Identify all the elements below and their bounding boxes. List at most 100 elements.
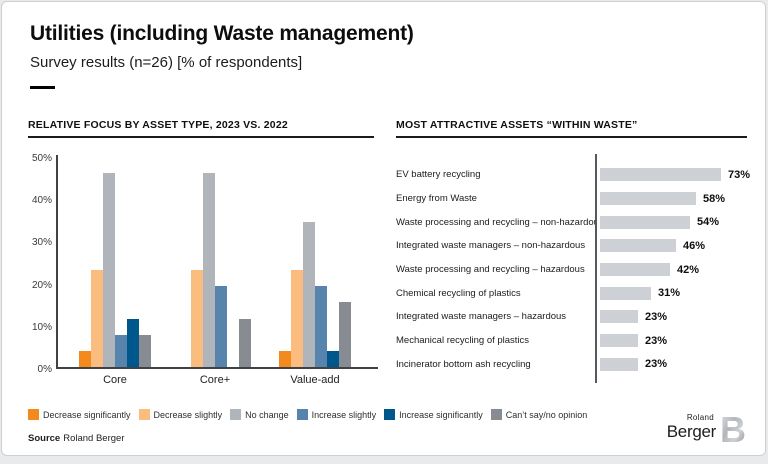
- bar-group-core: [79, 173, 151, 367]
- bar-increase-slightly-value-add: [315, 286, 327, 367]
- y-tick-20pct: 20%: [31, 279, 52, 291]
- legend-label-no-change: No change: [245, 409, 289, 420]
- left-chart-x-axis-line: [56, 367, 378, 369]
- left-chart-y-axis: 50% 40% 30% 20% 10% 0%: [14, 153, 52, 375]
- hbar-value-integrated-waste-managers-hazardous: 23%: [645, 310, 668, 323]
- legend-swatch-no-change: [230, 409, 242, 420]
- hbar-value-incinerator-bottom-ash-recycling: 23%: [645, 358, 668, 371]
- x-label-core: Core: [103, 374, 127, 386]
- hbar-area-mechanical-recycling-of-plastics: 23%: [596, 334, 668, 348]
- logo-berger-text: Berger: [666, 422, 717, 441]
- hbar-row-waste-processing-and-recycling-hazardous: Waste processing and recycling – hazardo…: [396, 258, 750, 282]
- svg-text:B: B: [721, 409, 745, 445]
- legend-label-decrease-slightly: Decrease slightly: [153, 409, 223, 420]
- hbar-area-integrated-waste-managers-hazardous: 23%: [596, 310, 668, 324]
- y-tick-0pct: 0%: [37, 363, 52, 375]
- bar-increase-slightly-core: [215, 286, 227, 367]
- hbar-label-chemical-recycling-of-plastics: Chemical recycling of plastics: [396, 287, 521, 299]
- bar-no-change-core: [103, 173, 115, 367]
- slide-card: Utilities (including Waste management) S…: [1, 1, 766, 456]
- hbar-value-mechanical-recycling-of-plastics: 23%: [645, 334, 668, 347]
- hbar-area-integrated-waste-managers-non-hazardous: 46%: [596, 239, 706, 253]
- legend-swatch-decrease-slightly: [138, 409, 150, 420]
- hbar-integrated-waste-managers-non-hazardous: [600, 239, 676, 253]
- hbar-integrated-waste-managers-hazardous: [600, 310, 638, 324]
- hbar-area-waste-processing-and-recycling-non-hazardous: 54%: [596, 215, 720, 229]
- hbar-ev-battery-recycling: [599, 168, 721, 182]
- hbar-value-energy-from-waste: 58%: [703, 192, 726, 205]
- y-tick-30pct: 30%: [31, 237, 52, 249]
- legend-swatch-increase-slightly: [296, 409, 308, 420]
- hbar-row-energy-from-waste: Energy from Waste 58%: [396, 187, 750, 211]
- hbar-row-chemical-recycling-of-plastics: Chemical recycling of plastics 31%: [396, 281, 750, 305]
- hbar-value-waste-processing-and-recycling-non-hazardous: 54%: [697, 216, 720, 229]
- hbar-area-waste-processing-and-recycling-hazardous: 42%: [596, 263, 700, 277]
- bar-group-core: [179, 173, 251, 367]
- legend-item-increase-significantly: Increase significantly: [384, 409, 483, 420]
- bar-decrease-slightly-core: [91, 270, 103, 367]
- hbar-value-integrated-waste-managers-non-hazardous: 46%: [683, 239, 706, 252]
- y-tick-50pct: 50%: [31, 153, 52, 164]
- legend-label-decrease-significantly: Decrease significantly: [43, 409, 131, 420]
- y-tick-40pct: 40%: [31, 195, 52, 207]
- legend-item-no-change: No change: [230, 409, 289, 420]
- left-chart-title-rule: [28, 136, 374, 138]
- hbar-value-waste-processing-and-recycling-hazardous: 42%: [677, 263, 700, 276]
- right-chart: EV battery recycling 73% Energy from Waste…: [396, 154, 750, 383]
- page-subtitle: Survey results (n=26) [% of respondents]: [30, 54, 303, 71]
- legend-item-decrease-slightly: Decrease slightly: [138, 409, 223, 420]
- bar-no-change-core: [203, 173, 215, 367]
- right-chart-title-rule: [396, 136, 747, 138]
- hbar-value-ev-battery-recycling: 73%: [727, 168, 750, 181]
- hbar-label-waste-processing-and-recycling-non-hazardous: Waste processing and recycling – non-haz…: [396, 216, 596, 228]
- legend-swatch-increase-significantly: [384, 409, 396, 420]
- legend-item-increase-slightly: Increase slightly: [296, 409, 377, 420]
- page-title: Utilities (including Waste management): [30, 22, 414, 45]
- logo-b-icon: B: [721, 409, 745, 445]
- bar-increase-slightly-core: [115, 335, 127, 367]
- y-tick-10pct: 10%: [31, 321, 52, 333]
- hbar-energy-from-waste: [600, 192, 696, 206]
- x-label-core: Core+: [199, 374, 231, 386]
- legend-swatch-decrease-significantly: [28, 409, 39, 420]
- source-value: Roland Berger: [63, 433, 125, 444]
- hbar-label-integrated-waste-managers-non-hazardous: Integrated waste managers – non-hazardou…: [396, 240, 586, 252]
- bar-group-value-add: [279, 222, 351, 367]
- left-chart-plot: [57, 157, 378, 367]
- legend: Decrease significantly Decrease slightly N…: [28, 409, 587, 420]
- title-dash: [30, 86, 55, 89]
- legend-label-can-t-say-no-opinion: Can’t say/no opinion: [505, 409, 588, 420]
- right-chart-axis-line: [595, 154, 597, 383]
- bar-increase-significantly-core: [127, 319, 139, 367]
- logo-roland-text: Roland: [686, 413, 714, 422]
- bar-decrease-slightly-value-add: [291, 270, 303, 367]
- bar-increase-significantly-value-add: [327, 351, 339, 367]
- hbar-label-incinerator-bottom-ash-recycling: Incinerator bottom ash recycling: [396, 358, 531, 370]
- right-chart-title: MOST ATTRACTIVE ASSETS “WITHIN WASTE”: [396, 119, 638, 131]
- bar-can-t-say-no-opinion-core: [239, 319, 251, 367]
- bar-can-t-say-no-opinion-value-add: [339, 302, 351, 367]
- hbar-waste-processing-and-recycling-hazardous: [600, 263, 670, 277]
- hbar-incinerator-bottom-ash-recycling: [600, 357, 638, 371]
- hbar-row-incinerator-bottom-ash-recycling: Incinerator bottom ash recycling 23%: [396, 353, 750, 377]
- hbar-label-mechanical-recycling-of-plastics: Mechanical recycling of plastics: [396, 335, 530, 347]
- bar-no-change-value-add: [303, 222, 315, 367]
- source-label: Source: [28, 433, 61, 444]
- hbar-mechanical-recycling-of-plastics: [600, 334, 638, 348]
- legend-swatch-can-t-say-no-opinion: [490, 409, 502, 420]
- hbar-value-chemical-recycling-of-plastics: 31%: [658, 287, 681, 300]
- hbar-area-chemical-recycling-of-plastics: 31%: [596, 286, 681, 300]
- bar-decrease-significantly-core: [79, 351, 91, 367]
- left-chart-x-labels: Core Core+ Value-add: [57, 374, 378, 388]
- legend-item-can-t-say-no-opinion: Can’t say/no opinion: [490, 409, 588, 420]
- hbar-label-integrated-waste-managers-hazardous: Integrated waste managers – hazardous: [396, 311, 567, 323]
- legend-item-decrease-significantly: Decrease significantly: [28, 409, 131, 420]
- logo-wordmark: Roland Berger: [666, 413, 717, 441]
- bar-decrease-significantly-value-add: [279, 351, 291, 367]
- source-line: Source Roland Berger: [28, 433, 124, 444]
- hbar-area-energy-from-waste: 58%: [596, 192, 726, 206]
- roland-berger-logo: Roland Berger B: [667, 409, 745, 445]
- legend-label-increase-slightly: Increase slightly: [311, 409, 377, 420]
- left-chart-title: RELATIVE FOCUS BY ASSET TYPE, 2023 VS. 2…: [28, 119, 288, 131]
- bar-can-t-say-no-opinion-core: [139, 335, 151, 367]
